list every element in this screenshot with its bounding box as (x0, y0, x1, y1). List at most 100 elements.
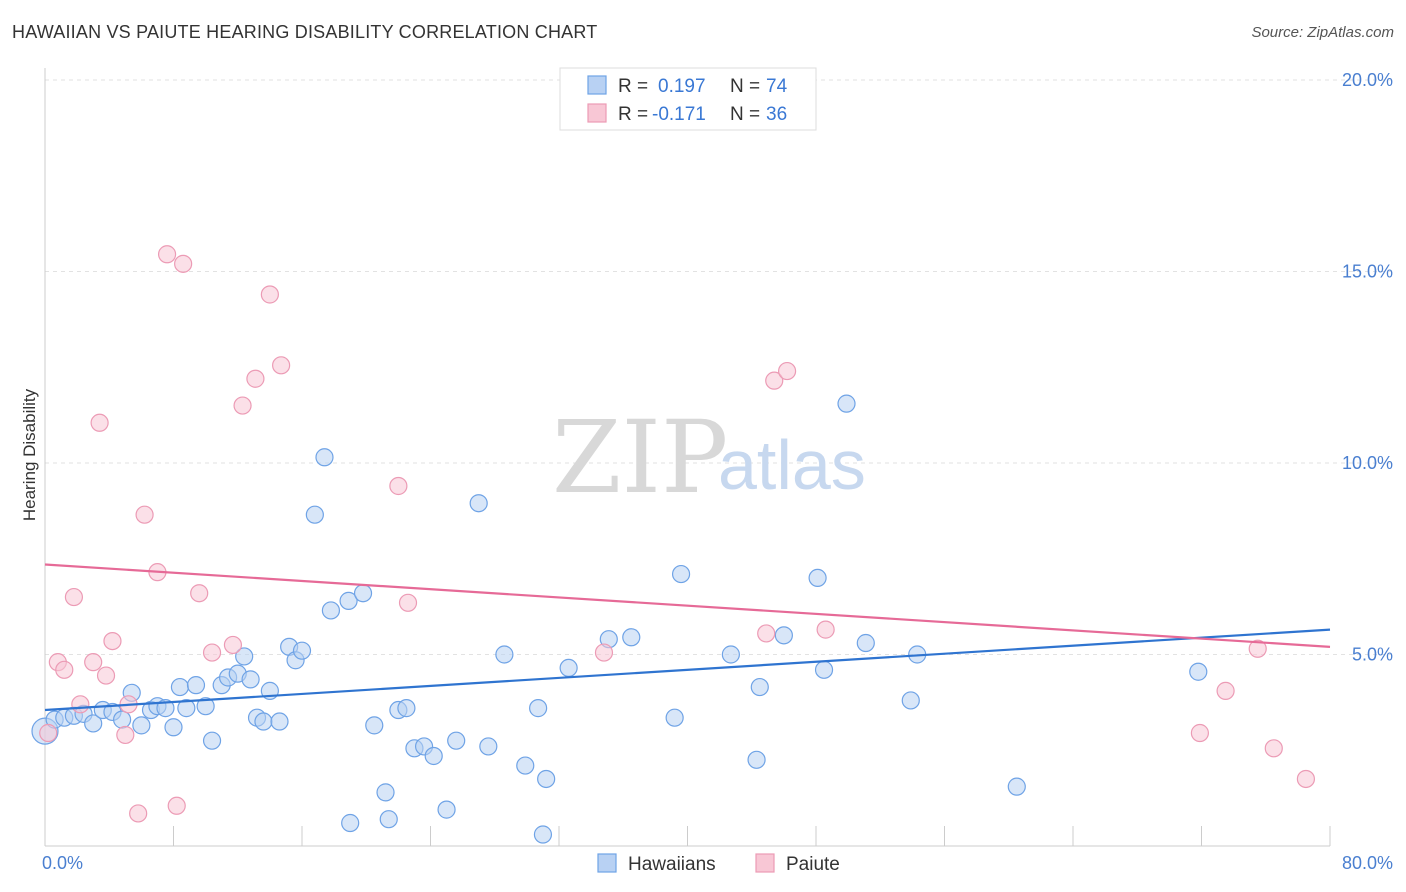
hawaiians-point (202, 731, 222, 750)
hawaiians-point (177, 699, 196, 718)
hawaiians-point (84, 714, 103, 733)
paiute-point (1216, 681, 1235, 700)
hawaiians-point (495, 645, 514, 664)
hawaiians-point (447, 731, 466, 750)
data-points (31, 245, 1316, 844)
hawaiians-point (397, 699, 416, 718)
paiute-point (1190, 723, 1209, 743)
hawaiians-point (424, 746, 443, 766)
hawaiians-trend-line (44, 628, 1331, 712)
trend-lines (44, 563, 1331, 712)
hawaiians-point (156, 699, 175, 718)
hawaiians-point (747, 750, 766, 769)
paiute-point (90, 413, 109, 432)
paiute-point (190, 584, 209, 603)
paiute-point (1264, 739, 1283, 758)
paiute-r-label: R = (618, 104, 648, 125)
hawaiians-point (170, 677, 190, 697)
axes (44, 68, 1331, 847)
hawaiians-point (774, 626, 793, 645)
paiute-point (1248, 639, 1267, 658)
hawaiians-r-value: 0.197 (658, 76, 706, 97)
paiute-point (765, 371, 784, 390)
hawaiians-point (814, 660, 834, 679)
x-tick-label-1: 80.0% (1342, 853, 1393, 873)
paiute-point (39, 723, 58, 743)
hawaiians-point (379, 810, 398, 829)
hawaiians-point (1189, 662, 1208, 681)
paiute-point (233, 396, 252, 415)
paiute-point (96, 666, 116, 685)
hawaiians-point (750, 677, 769, 697)
hawaiians-n-label: N = (730, 76, 760, 97)
paiute-point (594, 643, 614, 662)
hawaiians-point (721, 645, 740, 664)
hawaiians-point (559, 658, 578, 678)
paiute-point (223, 635, 243, 655)
watermark-zip: ZIP (552, 399, 728, 516)
hawaiians-point (235, 647, 254, 666)
paiute-point (777, 361, 797, 381)
series-legend: Hawaiians Paiute (597, 853, 840, 875)
hawaiians-point (112, 710, 132, 729)
hawaiians-n-value: 74 (766, 76, 788, 97)
paiute-point (64, 587, 84, 607)
paiute-point (55, 660, 74, 679)
hawaiians-point (529, 699, 548, 718)
paiute-point (1296, 769, 1316, 789)
paiute-point (757, 624, 776, 643)
paiute-point (202, 643, 222, 662)
y-tick-labels: 5.0% 10.0% 15.0% 20.0% (1342, 70, 1393, 665)
paiute-trend-line (44, 563, 1331, 648)
source-label: Source: ZipAtlas.com (1251, 24, 1394, 41)
hawaiians-point (479, 737, 498, 756)
watermark: ZIP atlas (552, 399, 866, 516)
hawaiians-series-label: Hawaiians (628, 854, 716, 875)
paiute-point (389, 476, 408, 496)
hawaiians-point (132, 716, 151, 735)
hawaiians-point (622, 628, 641, 647)
grid (45, 79, 1392, 655)
hawaiians-point (1007, 777, 1026, 796)
paiute-series-swatch (755, 853, 775, 873)
y-tick-label-3: 20.0% (1342, 70, 1393, 90)
hawaiians-point (516, 756, 535, 775)
paiute-point (129, 804, 148, 823)
hawaiians-point (665, 708, 684, 727)
hawaiians-r-label: R = (618, 76, 648, 97)
hawaiians-point (671, 564, 691, 584)
hawaiians-point (321, 601, 341, 620)
hawaiians-point (241, 670, 260, 689)
paiute-point (157, 245, 177, 264)
hawaiians-series-swatch (597, 853, 617, 873)
hawaiians-point (196, 697, 215, 716)
hawaiians-point (315, 448, 334, 467)
hawaiians-point (305, 505, 324, 524)
paiute-point (246, 369, 265, 388)
paiute-point (135, 505, 154, 524)
y-tick-label-1: 10.0% (1342, 453, 1393, 473)
hawaiians-point (339, 591, 358, 610)
hawaiians-point (437, 800, 456, 819)
paiute-point (71, 695, 90, 714)
hawaiians-point (353, 584, 373, 603)
x-tick-labels: 0.0% 80.0% (42, 853, 1393, 873)
hawaiians-point (537, 769, 556, 789)
hawaiians-point (341, 813, 360, 833)
hawaiians-point (376, 783, 395, 802)
hawaiians-point (164, 718, 183, 737)
paiute-n-label: N = (730, 104, 760, 125)
paiute-point (167, 796, 186, 815)
hawaiians-point (901, 691, 920, 710)
paiute-legend-swatch (587, 103, 607, 123)
x-tick-label-0: 0.0% (42, 853, 83, 873)
hawaiians-point (365, 716, 384, 735)
paiute-n-value: 36 (766, 104, 787, 125)
hawaiians-point (292, 641, 312, 660)
y-axis-label: Hearing Disability (20, 388, 39, 521)
y-tick-label-2: 15.0% (1342, 262, 1393, 282)
watermark-atlas: atlas (718, 426, 866, 504)
hawaiians-point (837, 394, 856, 413)
paiute-point (116, 725, 135, 745)
